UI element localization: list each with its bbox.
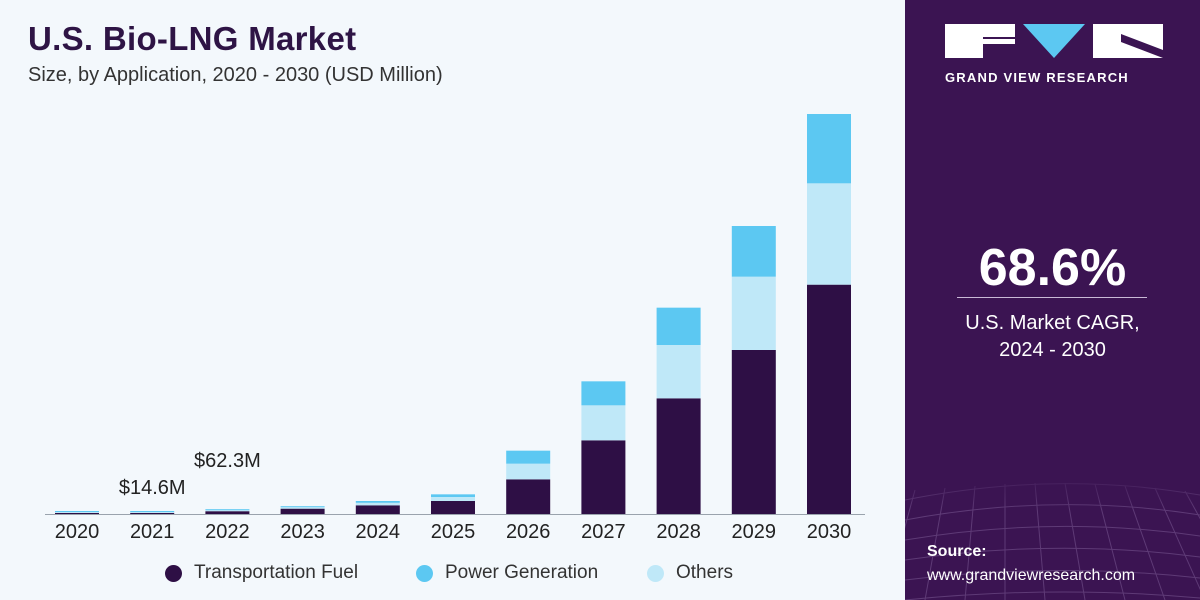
bar-2021-others <box>130 512 175 513</box>
bar-2029-others <box>731 276 776 350</box>
bar-2021-transportation-fuel <box>130 513 175 514</box>
bar-2027-power-generation <box>581 381 626 406</box>
legend-item-power: Power Generation <box>416 562 598 584</box>
bar-2028-power-generation <box>656 307 701 345</box>
x-tick-label-2029: 2029 <box>732 521 777 543</box>
bar-2029-transportation-fuel <box>731 350 776 514</box>
legend-item-others: Others <box>647 562 733 584</box>
bar-2028-others <box>656 345 701 399</box>
data-label-2021: $14.6M <box>119 477 186 499</box>
bar-2020-transportation-fuel <box>55 513 99 514</box>
sidebar-background-graphic <box>905 470 1200 600</box>
cagr-divider <box>957 297 1147 298</box>
cagr-label-line2: 2024 - 2030 <box>999 339 1106 361</box>
source-url[interactable]: www.grandviewresearch.com <box>927 567 1136 584</box>
bar-2026-transportation-fuel <box>506 479 551 514</box>
legend-label-power: Power Generation <box>445 562 599 583</box>
brand-name: GRAND VIEW RESEARCH <box>945 70 1129 85</box>
bar-2023-others <box>280 507 325 509</box>
cagr-value: 68.6% <box>978 239 1127 297</box>
bar-2030-power-generation <box>807 114 851 184</box>
chart-legend: Transportation Fuel Power Generation Oth… <box>0 562 905 588</box>
bar-2025-power-generation <box>431 494 475 497</box>
x-tick-label-2028: 2028 <box>656 521 701 543</box>
chart-subtitle: Size, by Application, 2020 - 2030 (USD M… <box>28 64 443 86</box>
bar-2030-others <box>807 183 851 285</box>
grand-view-research-logo <box>945 24 1163 58</box>
chart-title: U.S. Bio-LNG Market <box>28 20 357 57</box>
bar-2022-power-generation <box>205 509 250 511</box>
bar-2026-power-generation <box>506 450 551 464</box>
sidebar-panel: GRAND VIEW RESEARCH 68.6% U.S. Market CA… <box>905 0 1200 600</box>
legend-swatch-transportation <box>165 564 182 582</box>
bar-2025-transportation-fuel <box>431 501 475 514</box>
bar-2030-transportation-fuel <box>807 284 851 514</box>
bar-2020-power-generation <box>55 511 99 512</box>
bar-2026-others <box>506 463 551 480</box>
x-tick-label-2021: 2021 <box>130 521 175 543</box>
bar-2028-transportation-fuel <box>656 398 701 514</box>
x-tick-label-2027: 2027 <box>581 521 626 543</box>
legend-swatch-others <box>647 564 664 582</box>
bar-2025-others <box>431 497 475 501</box>
bar-2023-transportation-fuel <box>280 508 325 514</box>
bar-chart: 2020 2021 2022 2023 2024 2025 2026 2027 2028 2029… <box>45 114 865 543</box>
bar-2027-transportation-fuel <box>581 440 626 514</box>
bar-2024-others <box>355 502 400 506</box>
x-tick-label-2022: 2022 <box>205 521 250 543</box>
bar-2021-power-generation <box>130 511 175 512</box>
bar-2029-power-generation <box>731 226 776 277</box>
x-tick-label-2020: 2020 <box>55 521 100 543</box>
bar-2020-others <box>55 512 99 513</box>
x-tick-label-2023: 2023 <box>280 521 325 543</box>
bar-2024-transportation-fuel <box>355 505 400 514</box>
legend-label-transportation: Transportation Fuel <box>194 562 359 583</box>
data-label-2022: $62.3M <box>194 450 261 472</box>
chart-panel: U.S. Bio-LNG Market Size, by Application… <box>0 20 905 588</box>
bar-2027-others <box>581 405 626 441</box>
bar-2022-transportation-fuel <box>205 511 250 514</box>
cagr-label-line1: U.S. Market CAGR, <box>965 312 1140 334</box>
x-tick-label-2026: 2026 <box>506 521 551 543</box>
source-label: Source: <box>927 543 987 560</box>
bar-2022-others <box>205 510 250 512</box>
bar-2023-power-generation <box>280 506 325 508</box>
legend-swatch-power <box>416 564 433 582</box>
legend-item-transportation: Transportation Fuel <box>165 562 358 584</box>
x-tick-label-2030: 2030 <box>807 521 852 543</box>
legend-label-others: Others <box>676 562 734 583</box>
bar-2024-power-generation <box>355 501 400 503</box>
cagr-label: U.S. Market CAGR, 2024 - 2030 <box>905 310 1200 364</box>
x-tick-label-2025: 2025 <box>431 521 476 543</box>
x-tick-label-2024: 2024 <box>356 521 401 543</box>
